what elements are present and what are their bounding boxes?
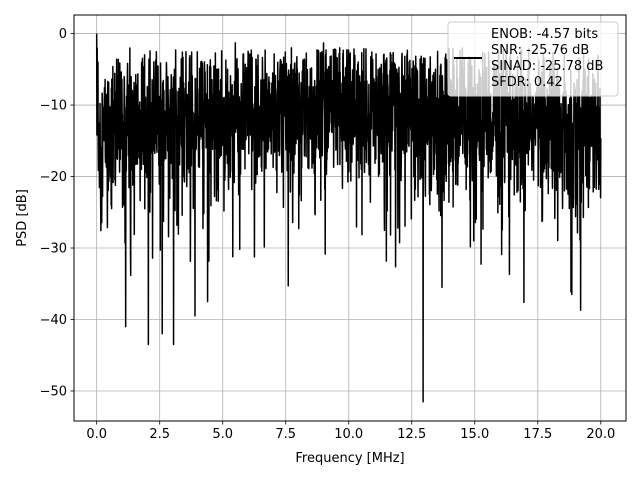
y-tick-label: −40 xyxy=(40,313,67,328)
x-tick-label: 7.5 xyxy=(275,427,296,442)
legend-line-snr: SNR: -25.76 dB xyxy=(491,43,589,58)
legend-line-sfdr: SFDR: 0.42 xyxy=(491,75,563,90)
y-tick-label: −10 xyxy=(40,99,67,114)
x-tick-label: 10.0 xyxy=(334,427,363,442)
y-tick-label: 0 xyxy=(59,27,67,42)
x-tick-label: 2.5 xyxy=(149,427,170,442)
x-tick-label: 0.0 xyxy=(86,427,107,442)
y-tick-label: −50 xyxy=(40,384,67,399)
x-tick-label: 20.0 xyxy=(586,427,615,442)
x-axis: 0.0 2.5 5.0 7.5 10.0 12.5 15.0 17.5 20.0 xyxy=(86,421,615,442)
x-tick-label: 15.0 xyxy=(460,427,489,442)
y-axis: 0 −10 −20 −30 −40 −50 xyxy=(40,27,74,399)
legend-box xyxy=(447,21,619,97)
y-tick-label: −30 xyxy=(40,242,67,257)
x-axis-label: Frequency [MHz] xyxy=(295,451,404,466)
axes-frame xyxy=(73,14,627,422)
legend: ENOB: -4.57 bits SNR: -25.76 dB SINAD: -… xyxy=(447,21,619,97)
y-tick-label: −20 xyxy=(40,170,67,185)
y-axis-label: PSD [dB] xyxy=(15,189,30,247)
legend-line-enob: ENOB: -4.57 bits xyxy=(491,27,598,42)
x-tick-label: 12.5 xyxy=(397,427,426,442)
x-tick-label: 5.0 xyxy=(212,427,233,442)
legend-line-sinad: SINAD: -25.78 dB xyxy=(491,59,603,74)
x-tick-label: 17.5 xyxy=(523,427,552,442)
